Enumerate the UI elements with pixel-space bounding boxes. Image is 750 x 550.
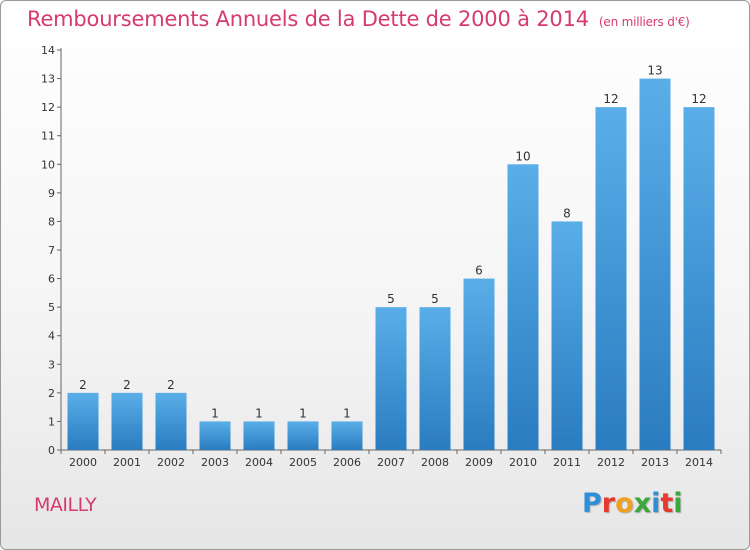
logo-letter: i (673, 488, 683, 519)
value-label-2009: 6 (475, 264, 483, 278)
x-tick-label: 2013 (641, 456, 669, 469)
bar-2007 (375, 307, 407, 450)
value-label-2010: 10 (515, 149, 530, 163)
x-tick-label: 2004 (245, 456, 273, 469)
value-label-2008: 5 (431, 292, 439, 306)
chart-title-text: Remboursements Annuels de la Dette de 20… (27, 7, 589, 31)
y-tick-label: 12 (41, 101, 55, 114)
logo-letter: i (651, 488, 661, 519)
bar-2003 (199, 421, 231, 450)
y-tick-label: 7 (48, 244, 55, 257)
x-tick-label: 2008 (421, 456, 449, 469)
y-tick-label: 2 (48, 387, 55, 400)
value-label-2011: 8 (563, 206, 571, 220)
logo-letter: P (582, 488, 602, 519)
value-label-2001: 2 (123, 378, 131, 392)
bar-2012 (595, 107, 627, 451)
bar-2001 (111, 392, 143, 450)
y-tick-label: 10 (41, 158, 55, 171)
chart-unit: (en milliers d'€) (598, 15, 690, 29)
y-tick-label: 11 (41, 130, 55, 143)
logo-letter: x (633, 488, 652, 519)
y-tick-label: 5 (48, 301, 55, 314)
y-tick-label: 6 (48, 273, 55, 286)
x-tick-label: 2001 (113, 456, 141, 469)
commune-name: MAILLY (34, 494, 97, 516)
x-tick-label: 2011 (553, 456, 581, 469)
y-tick-label: 4 (48, 330, 55, 343)
value-label-2003: 1 (211, 406, 219, 420)
x-tick-label: 2007 (377, 456, 405, 469)
value-label-2004: 1 (255, 406, 263, 420)
logo-letter: o (615, 488, 634, 519)
x-tick-label: 2005 (289, 456, 317, 469)
value-label-2002: 2 (167, 378, 175, 392)
bar-2013 (639, 78, 671, 451)
proxiti-logo: Proxiti (582, 488, 683, 519)
y-tick-label: 8 (48, 215, 55, 228)
chart-title: Remboursements Annuels de la Dette de 20… (27, 7, 690, 31)
bars (67, 78, 715, 451)
x-tick-label: 2002 (157, 456, 185, 469)
logo-letter: t (660, 488, 674, 519)
value-label-2014: 12 (691, 92, 706, 106)
y-tick-label: 9 (48, 187, 55, 200)
x-tick-label: 2010 (509, 456, 537, 469)
bar-2004 (243, 421, 275, 450)
x-tick-label: 2014 (685, 456, 713, 469)
y-tick-label: 0 (48, 444, 55, 457)
bar-2008 (419, 307, 451, 450)
value-label-2012: 12 (603, 92, 618, 106)
x-tick-label: 2000 (69, 456, 97, 469)
logo-letter: r (601, 488, 616, 519)
x-tick-label: 2012 (597, 456, 625, 469)
bar-2014 (683, 107, 715, 451)
y-tick-label: 1 (48, 415, 55, 428)
bar-2000 (67, 392, 99, 450)
x-tick-label: 2003 (201, 456, 229, 469)
x-tick-label: 2006 (333, 456, 361, 469)
bar-2006 (331, 421, 363, 450)
bar-2005 (287, 421, 319, 450)
bar-2011 (551, 221, 583, 450)
value-label-2005: 1 (299, 406, 307, 420)
bar-2002 (155, 392, 187, 450)
value-label-2007: 5 (387, 292, 395, 306)
value-label-2013: 13 (647, 64, 662, 78)
value-label-2000: 2 (79, 378, 87, 392)
y-tick-label: 13 (41, 73, 55, 86)
bar-2009 (463, 278, 495, 450)
bar-2010 (507, 164, 539, 451)
y-tick-label: 3 (48, 358, 55, 371)
x-tick-label: 2009 (465, 456, 493, 469)
y-tick-label: 14 (41, 44, 55, 57)
value-label-2006: 1 (343, 406, 351, 420)
value-labels: 2 2 2 1 1 1 1 5 5 6 10 8 12 13 12 (79, 64, 706, 421)
